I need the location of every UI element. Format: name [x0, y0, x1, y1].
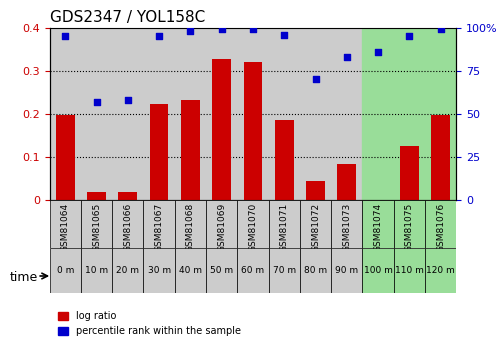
Bar: [300, 248, 331, 293]
Text: 10 m: 10 m: [85, 266, 108, 275]
Text: 80 m: 80 m: [304, 266, 327, 275]
Text: GSM81072: GSM81072: [311, 203, 320, 252]
Bar: [425, 200, 456, 248]
Text: 0 m: 0 m: [57, 266, 74, 275]
Bar: [269, 200, 300, 248]
Bar: [175, 200, 206, 248]
Point: [124, 97, 132, 103]
Text: GSM81069: GSM81069: [217, 203, 226, 252]
Bar: [331, 248, 363, 293]
Text: GSM81075: GSM81075: [405, 203, 414, 252]
Bar: [400, 146, 419, 200]
Bar: [175, 28, 206, 200]
Bar: [425, 248, 456, 293]
Text: 90 m: 90 m: [335, 266, 359, 275]
Bar: [112, 28, 143, 200]
Text: GSM81068: GSM81068: [186, 203, 195, 252]
Bar: [300, 28, 331, 200]
Point: [93, 99, 101, 105]
Point: [405, 33, 413, 39]
Bar: [206, 248, 237, 293]
Bar: [394, 28, 425, 200]
Bar: [300, 200, 331, 248]
Bar: [81, 200, 112, 248]
Bar: [237, 28, 269, 200]
Bar: [269, 248, 300, 293]
Text: GSM81067: GSM81067: [155, 203, 164, 252]
Text: GSM81074: GSM81074: [373, 203, 382, 252]
Text: GSM81065: GSM81065: [92, 203, 101, 252]
Bar: [394, 248, 425, 293]
Bar: [81, 28, 112, 200]
Text: GDS2347 / YOL158C: GDS2347 / YOL158C: [50, 10, 205, 25]
Bar: [150, 104, 169, 200]
Text: 50 m: 50 m: [210, 266, 233, 275]
Bar: [212, 59, 231, 200]
Bar: [175, 248, 206, 293]
Bar: [363, 28, 394, 200]
Legend: log ratio, percentile rank within the sample: log ratio, percentile rank within the sa…: [55, 307, 245, 340]
Bar: [56, 115, 74, 200]
Point: [249, 27, 257, 32]
Bar: [50, 200, 81, 248]
Bar: [275, 120, 294, 200]
Bar: [143, 28, 175, 200]
Text: time: time: [10, 271, 38, 284]
Point: [343, 54, 351, 60]
Bar: [143, 200, 175, 248]
Bar: [50, 28, 81, 200]
Bar: [244, 62, 262, 200]
Bar: [87, 193, 106, 200]
Text: GSM81066: GSM81066: [124, 203, 132, 252]
Bar: [331, 28, 363, 200]
Point: [218, 27, 226, 32]
Bar: [112, 248, 143, 293]
Bar: [119, 193, 137, 200]
Text: 70 m: 70 m: [273, 266, 296, 275]
Text: GSM81071: GSM81071: [280, 203, 289, 252]
Bar: [112, 200, 143, 248]
Bar: [206, 200, 237, 248]
Bar: [269, 28, 300, 200]
Bar: [206, 28, 237, 200]
Text: GSM81070: GSM81070: [248, 203, 257, 252]
Point: [155, 33, 163, 39]
Text: 110 m: 110 m: [395, 266, 424, 275]
Point: [374, 49, 382, 55]
Bar: [237, 200, 269, 248]
Bar: [432, 115, 450, 200]
Bar: [425, 28, 456, 200]
Bar: [337, 164, 356, 200]
Text: 40 m: 40 m: [179, 266, 202, 275]
Bar: [181, 100, 200, 200]
Text: 20 m: 20 m: [117, 266, 139, 275]
Text: 30 m: 30 m: [147, 266, 171, 275]
Bar: [331, 200, 363, 248]
Text: GSM81064: GSM81064: [61, 203, 70, 252]
Bar: [143, 248, 175, 293]
Text: 100 m: 100 m: [364, 266, 392, 275]
Point: [311, 77, 319, 82]
Bar: [50, 248, 81, 293]
Bar: [394, 200, 425, 248]
Bar: [363, 248, 394, 293]
Point: [62, 33, 69, 39]
Text: 60 m: 60 m: [242, 266, 264, 275]
Point: [186, 28, 194, 34]
Text: 120 m: 120 m: [426, 266, 455, 275]
Point: [436, 27, 444, 32]
Bar: [363, 200, 394, 248]
Bar: [237, 248, 269, 293]
Text: GSM81073: GSM81073: [342, 203, 351, 252]
Bar: [306, 181, 325, 200]
Point: [280, 32, 288, 37]
Text: GSM81076: GSM81076: [436, 203, 445, 252]
Bar: [81, 248, 112, 293]
